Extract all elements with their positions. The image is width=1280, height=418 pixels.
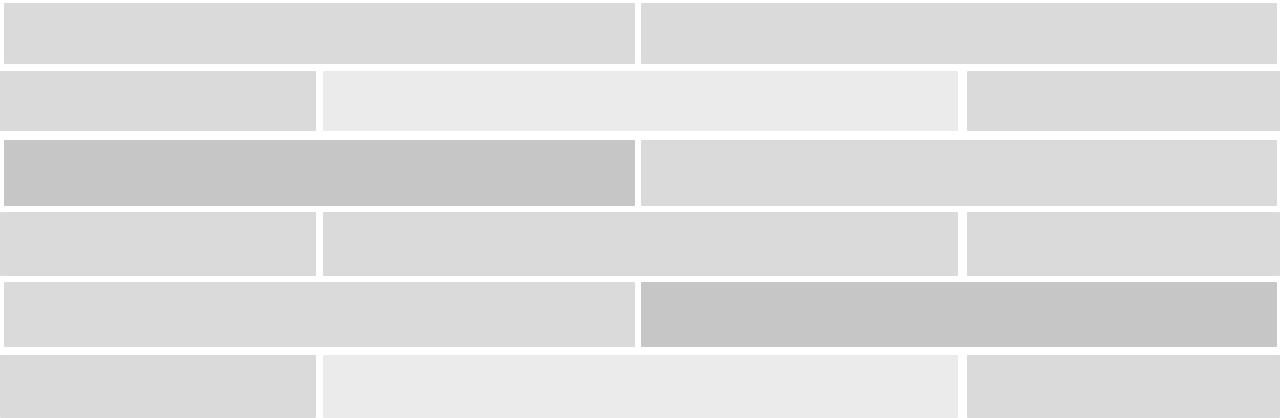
placeholder-block-r2-c1 xyxy=(0,71,316,131)
placeholder-block-r3-c1 xyxy=(4,140,635,206)
placeholder-block-r6-c2 xyxy=(323,355,958,418)
placeholder-block-r2-c3 xyxy=(967,71,1280,131)
placeholder-block-r6-c1 xyxy=(0,355,316,418)
placeholder-block-r4-c1 xyxy=(0,212,316,276)
placeholder-block-r4-c2 xyxy=(323,212,958,276)
placeholder-block-r2-c2 xyxy=(323,71,958,131)
placeholder-block-r3-c2 xyxy=(641,140,1277,206)
placeholder-block-r1-c1 xyxy=(4,3,635,64)
placeholder-block-r6-c3 xyxy=(967,355,1280,418)
placeholder-block-r4-c3 xyxy=(967,212,1280,276)
placeholder-block-r1-c2 xyxy=(641,3,1277,64)
placeholder-block-r5-c1 xyxy=(4,282,635,347)
placeholder-block-r5-c2 xyxy=(641,282,1277,347)
